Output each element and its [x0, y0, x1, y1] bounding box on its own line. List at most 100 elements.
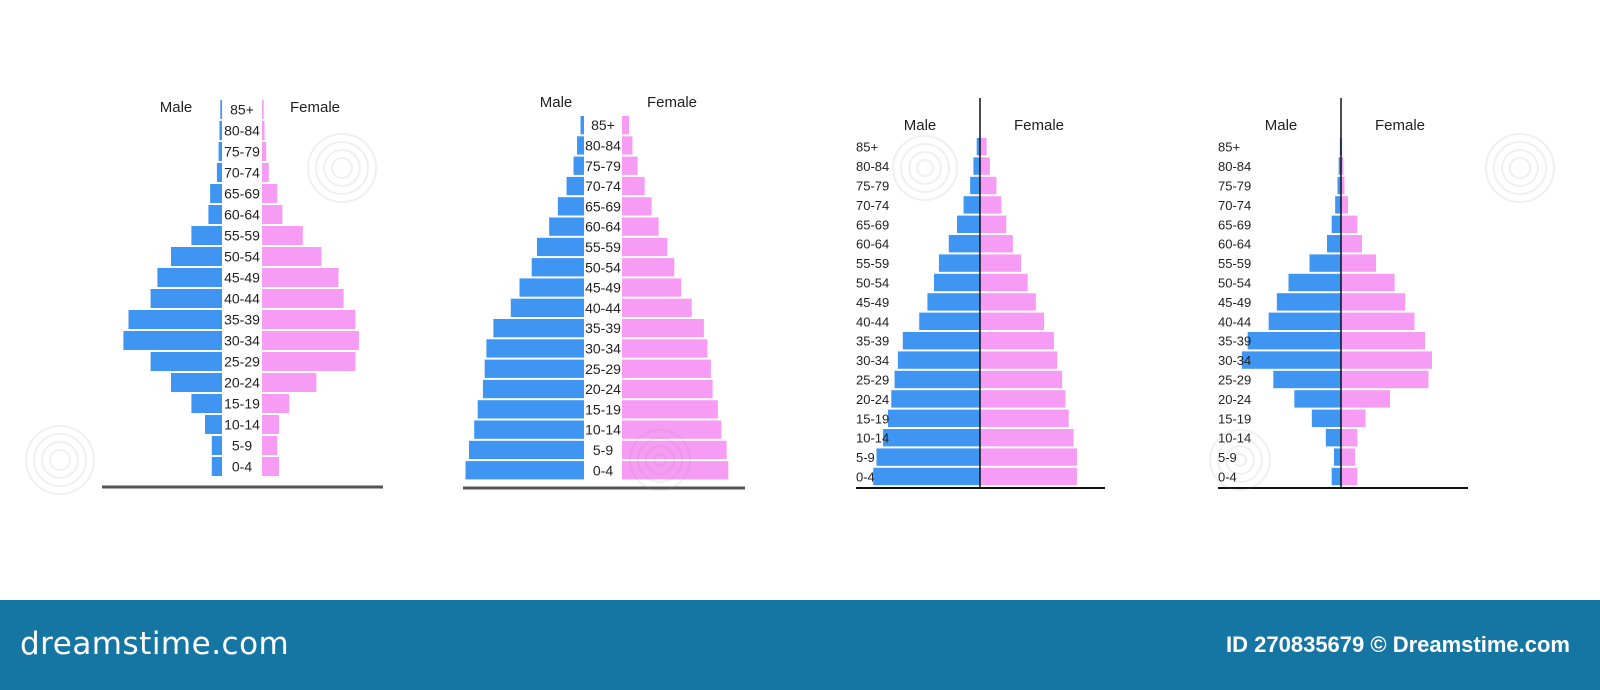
footer-bar: dreamstime.com ID 270835679 © Dreamstime… — [0, 600, 1600, 690]
legend-female-label: Female — [290, 99, 340, 116]
bar-male — [557, 197, 584, 216]
age-group-label: 40-44 — [1218, 314, 1251, 329]
age-group-label: 65-69 — [224, 186, 260, 202]
age-group-label: 25-29 — [1218, 373, 1251, 388]
age-group-label: 60-64 — [856, 237, 889, 252]
bar-male — [957, 215, 980, 233]
bar-female — [980, 332, 1054, 350]
bar-male — [897, 351, 980, 369]
age-group-label: 60-64 — [224, 207, 260, 223]
bar-female — [980, 138, 987, 156]
age-group-label: 0-4 — [1218, 470, 1237, 485]
bar-female — [622, 258, 675, 277]
bar-male — [210, 184, 222, 203]
bar-female — [262, 163, 269, 182]
bar-male — [150, 289, 222, 308]
bar-male — [891, 390, 980, 408]
bar-female — [622, 197, 652, 216]
bar-male — [531, 258, 584, 277]
bar-male — [1311, 409, 1341, 427]
age-group-label: 60-64 — [1218, 237, 1251, 252]
bar-male — [883, 429, 980, 447]
bar-male — [927, 293, 980, 311]
bar-female — [1341, 235, 1362, 253]
bar-female — [980, 176, 997, 195]
brand-logo-text[interactable]: dreamstime.com — [20, 626, 290, 662]
bar-male — [220, 100, 222, 119]
age-group-label: 45-49 — [856, 295, 889, 310]
bar-female — [622, 339, 708, 358]
bar-male — [888, 409, 980, 427]
age-group-label: 60-64 — [585, 219, 621, 235]
bar-male — [486, 339, 584, 358]
bar-female — [980, 370, 1063, 389]
age-group-label: 85+ — [856, 140, 878, 155]
age-group-label: 10-14 — [856, 431, 889, 446]
bar-male — [1327, 235, 1341, 253]
age-group-label: 30-34 — [224, 333, 260, 349]
bar-female — [262, 226, 303, 245]
bar-female — [262, 331, 359, 350]
legend-female-label: Female — [647, 94, 697, 111]
bar-male — [474, 420, 584, 439]
bar-male — [128, 310, 222, 329]
bar-male — [465, 461, 584, 480]
bar-female — [1341, 176, 1345, 195]
bar-male — [1273, 370, 1341, 389]
bar-female — [622, 420, 722, 439]
bar-male — [482, 379, 584, 399]
bar-male — [218, 142, 222, 161]
age-group-label: 35-39 — [585, 320, 621, 336]
age-group-label: 70-74 — [1218, 198, 1251, 213]
bar-male — [171, 373, 222, 392]
bar-male — [150, 352, 222, 371]
bar-female — [980, 293, 1036, 311]
bar-male — [963, 196, 980, 214]
bar-female — [980, 351, 1058, 369]
bar-female — [262, 100, 264, 119]
bar-male — [873, 467, 980, 486]
bar-female — [980, 215, 1007, 233]
age-group-label: 50-54 — [585, 259, 621, 275]
bar-female — [262, 142, 267, 161]
bar-female — [1341, 273, 1395, 292]
bar-male — [1309, 254, 1341, 272]
age-group-label: 15-19 — [856, 411, 889, 426]
bar-male — [1334, 448, 1341, 466]
bar-female — [622, 116, 629, 135]
legend-male-label: Male — [1265, 117, 1298, 134]
bar-female — [622, 359, 711, 378]
bar-male — [948, 235, 980, 253]
bar-female — [1341, 254, 1376, 272]
bar-female — [1341, 293, 1406, 311]
age-group-label: 20-24 — [856, 392, 889, 407]
bar-female — [622, 278, 682, 297]
bar-male — [510, 298, 584, 317]
age-group-label: 10-14 — [1218, 431, 1251, 446]
bar-male — [1331, 215, 1341, 233]
bar-female — [1341, 467, 1358, 486]
bar-male — [205, 415, 222, 434]
image-id-credit: ID 270835679 © Dreamstime.com — [1226, 632, 1570, 657]
age-group-label: 30-34 — [585, 340, 621, 356]
legend-male-label: Male — [160, 99, 193, 116]
age-group-label: 5-9 — [1218, 450, 1237, 465]
bar-male — [934, 273, 980, 292]
bar-female — [980, 429, 1074, 447]
bar-male — [1276, 293, 1341, 311]
bar-male — [976, 138, 980, 156]
age-group-label: 15-19 — [1218, 411, 1251, 426]
bar-male — [876, 448, 980, 466]
age-group-label: 40-44 — [585, 300, 621, 316]
bar-female — [1341, 157, 1344, 175]
age-group-label: 85+ — [230, 102, 254, 118]
age-group-label: 25-29 — [585, 361, 621, 377]
bar-male — [468, 440, 584, 460]
legend-female-label: Female — [1375, 117, 1425, 134]
bar-male — [1325, 429, 1341, 447]
bar-male — [580, 116, 584, 135]
bar-male — [970, 176, 980, 195]
bar-male — [171, 247, 222, 266]
bar-female — [980, 312, 1045, 330]
age-group-label: 40-44 — [224, 291, 260, 307]
